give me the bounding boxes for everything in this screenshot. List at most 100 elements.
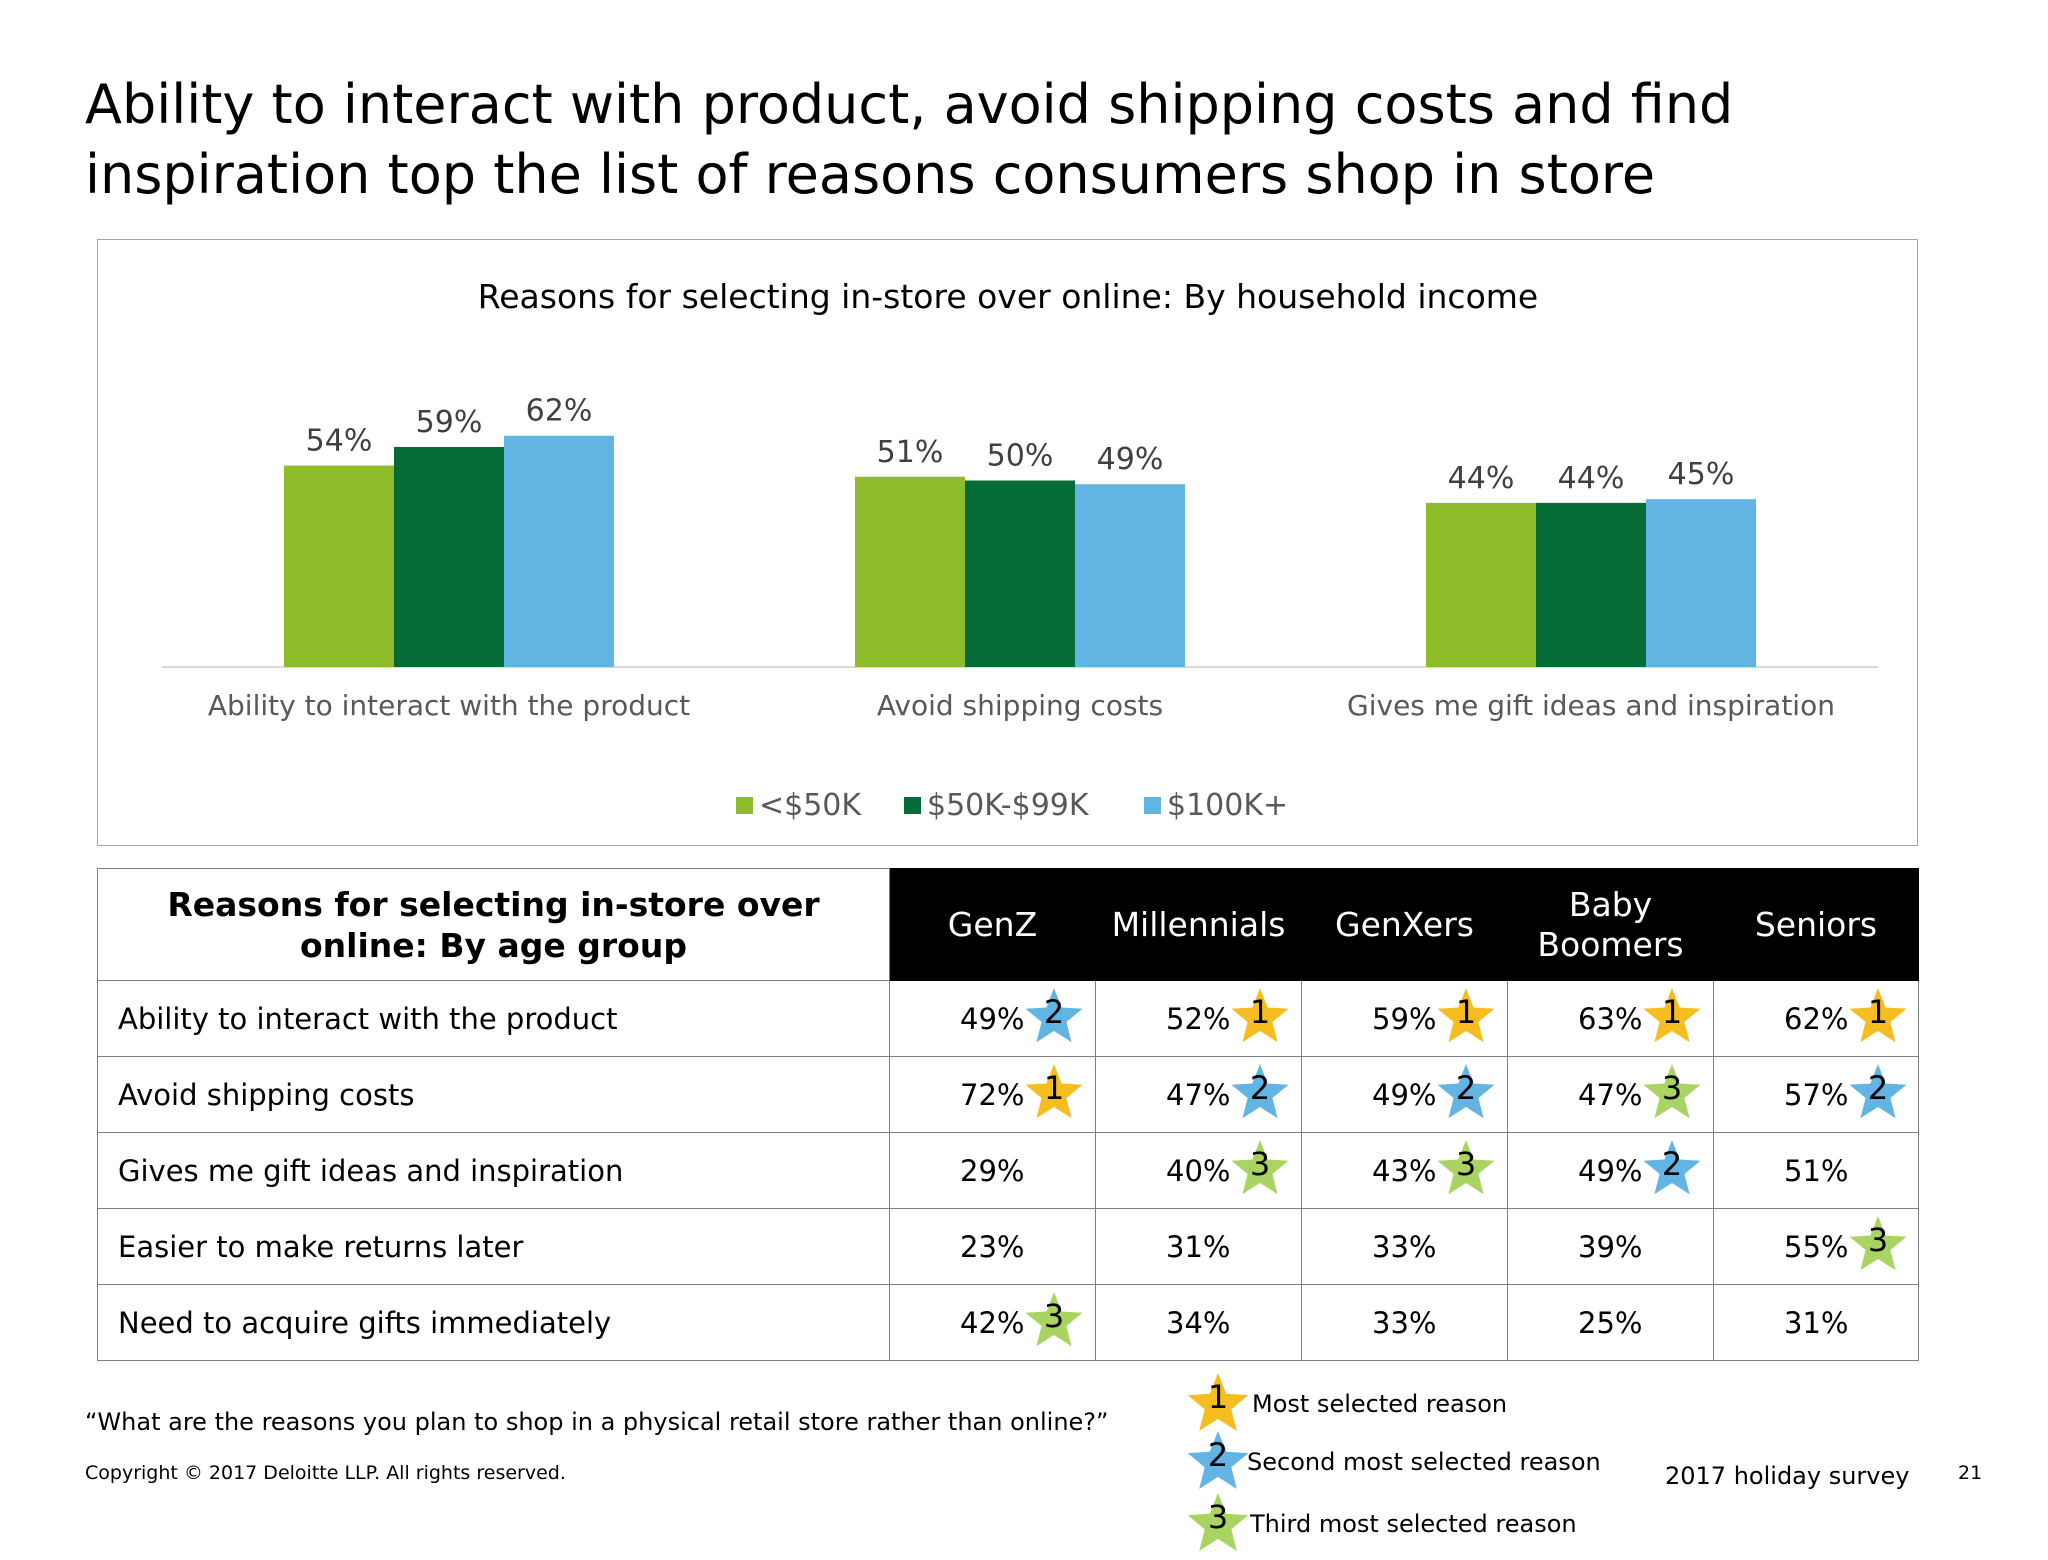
rank-number: 1 (1043, 1069, 1065, 1107)
bar (394, 446, 504, 667)
rank-star-icon: 2 (1642, 1139, 1702, 1199)
rank-star-icon: 1 (1024, 1063, 1084, 1123)
table-cell: 33% (1301, 1208, 1508, 1285)
cell-value: 51% (1784, 1153, 1849, 1188)
table-cell: 25% (1507, 1284, 1714, 1361)
cell-value: 31% (1166, 1229, 1231, 1264)
legend-rank-number: 2 (1207, 1436, 1229, 1474)
table-cell: 39% (1507, 1208, 1714, 1285)
table-title: Reasons for selecting in-store over onli… (97, 868, 890, 981)
bar (1075, 484, 1185, 667)
group-header: GenZ (889, 868, 1096, 981)
legend-star-icon: 2 (1186, 1430, 1250, 1494)
table-cell: 47% 2 (1095, 1056, 1302, 1133)
rank-star-icon: 1 (1848, 987, 1908, 1047)
category-label: Avoid shipping costs (877, 689, 1163, 722)
rank-number: 1 (1867, 993, 1889, 1031)
table-cell: 49% 2 (1301, 1056, 1508, 1133)
survey-name: 2017 holiday survey (1665, 1462, 1910, 1490)
data-label: 54% (306, 424, 373, 459)
survey-question: “What are the reasons you plan to shop i… (85, 1408, 1109, 1436)
cell-value: 43% (1372, 1153, 1437, 1188)
cell-value: 49% (960, 1001, 1025, 1036)
cell-value: 33% (1372, 1305, 1437, 1340)
data-label: 44% (1448, 461, 1515, 496)
data-label: 44% (1558, 461, 1625, 496)
table-cell: 57% 2 (1713, 1056, 1919, 1133)
rank-star-icon: 2 (1024, 987, 1084, 1047)
category-label: Ability to interact with the product (208, 689, 690, 722)
row-label: Need to acquire gifts immediately (97, 1284, 890, 1361)
table-row: Ability to interact with the product 49% 2… (97, 980, 1919, 1057)
legend-label: $50K-$99K (927, 788, 1090, 823)
table-cell: 23% (889, 1208, 1096, 1285)
row-label: Gives me gift ideas and inspiration (97, 1132, 890, 1209)
copyright: Copyright © 2017 Deloitte LLP. All right… (85, 1462, 566, 1484)
rank-star-icon: 3 (1642, 1063, 1702, 1123)
cell-value: 42% (960, 1305, 1025, 1340)
legend-swatch (904, 797, 921, 814)
cell-value: 29% (960, 1153, 1025, 1188)
rank-number: 2 (1455, 1069, 1477, 1107)
rank-star-icon: 2 (1230, 1063, 1290, 1123)
cell-value: 34% (1166, 1305, 1231, 1340)
category-label: Gives me gift ideas and inspiration (1347, 689, 1835, 722)
rank-number: 1 (1455, 993, 1477, 1031)
data-label: 45% (1668, 457, 1735, 492)
cell-value: 59% (1372, 1001, 1437, 1036)
table-cell: 49% 2 (1507, 1132, 1714, 1209)
bar (1646, 499, 1756, 667)
rank-number: 2 (1043, 993, 1065, 1031)
table-cell: 42% 3 (889, 1284, 1096, 1361)
legend-rank-number: 3 (1207, 1498, 1229, 1536)
table-cell: 62% 1 (1713, 980, 1919, 1057)
rank-number: 1 (1249, 993, 1271, 1031)
table-cell: 40% 3 (1095, 1132, 1302, 1209)
table-cell: 49% 2 (889, 980, 1096, 1057)
cell-value: 47% (1578, 1077, 1643, 1112)
age-group-table: Reasons for selecting in-store over onli… (97, 868, 1919, 1361)
cell-value: 25% (1578, 1305, 1643, 1340)
row-label: Ability to interact with the product (97, 980, 890, 1057)
group-header: GenXers (1301, 868, 1508, 981)
bar (855, 476, 965, 667)
table-row: Gives me gift ideas and inspiration 29% 40… (97, 1132, 1919, 1209)
rank-number: 3 (1249, 1145, 1271, 1183)
table-header-row: Reasons for selecting in-store over onli… (97, 868, 1919, 981)
cell-value: 23% (960, 1229, 1025, 1264)
legend-swatch (1144, 797, 1161, 814)
cell-value: 49% (1372, 1077, 1437, 1112)
cell-value: 31% (1784, 1305, 1849, 1340)
rank-number: 3 (1043, 1297, 1065, 1335)
rank-star-icon: 2 (1848, 1063, 1908, 1123)
bar (965, 480, 1075, 667)
cell-value: 49% (1578, 1153, 1643, 1188)
rank-star-icon: 3 (1230, 1139, 1290, 1199)
rank-number: 3 (1455, 1145, 1477, 1183)
row-label: Easier to make returns later (97, 1208, 890, 1285)
legend-rank-label: Most selected reason (1252, 1390, 1508, 1418)
legend-rank-label: Second most selected reason (1247, 1448, 1601, 1476)
bar (504, 435, 614, 667)
data-label: 51% (877, 435, 944, 470)
table-cell: 72% 1 (889, 1056, 1096, 1133)
cell-value: 40% (1166, 1153, 1231, 1188)
table-cell: 29% (889, 1132, 1096, 1209)
cell-value: 52% (1166, 1001, 1231, 1036)
cell-value: 72% (960, 1077, 1025, 1112)
page-number: 21 (1958, 1462, 1983, 1484)
bar (284, 465, 394, 667)
table-row: Avoid shipping costs 72% 1 47% 2 49% 2 47% 3 57% 2 (97, 1056, 1919, 1133)
table-cell: 43% 3 (1301, 1132, 1508, 1209)
legend-star-icon: 1 (1186, 1372, 1250, 1436)
group-header: Baby Boomers (1507, 868, 1714, 981)
cell-value: 33% (1372, 1229, 1437, 1264)
legend-swatch (736, 797, 753, 814)
cell-value: 55% (1784, 1229, 1849, 1264)
cell-value: 47% (1166, 1077, 1231, 1112)
group-header: Seniors (1713, 868, 1919, 981)
cell-value: 63% (1578, 1001, 1643, 1036)
rank-star-icon: 3 (1848, 1215, 1908, 1275)
row-label: Avoid shipping costs (97, 1056, 890, 1133)
rank-number: 2 (1661, 1145, 1683, 1183)
